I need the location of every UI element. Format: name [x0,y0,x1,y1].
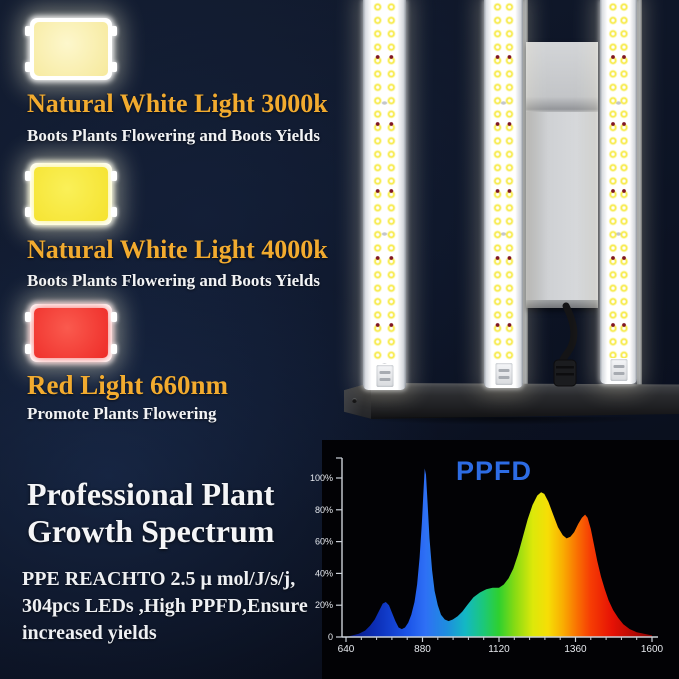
power-cable [553,302,578,387]
svg-text:880: 880 [414,644,431,655]
led-dot-strip [369,0,400,364]
bar-side-profile [523,0,528,385]
svg-text:1120: 1120 [488,644,510,655]
feature-description-4000k: Boots Plants Flowering and Boots Yields [27,271,320,290]
led-chip-emitter [34,22,108,76]
led-chip-red-icon [25,304,117,362]
section-heading: Professional Plant Growth Spectrum [27,476,275,550]
led-chip-emitter [34,167,108,221]
svg-text:1360: 1360 [564,644,587,655]
feature-title-4000k: Natural White Light 4000k [27,235,328,264]
section-body: PPE REACHTO 2.5 μ mol/J/s/j, 304pcs LEDs… [22,566,337,647]
svg-text:80%: 80% [315,505,333,515]
led-driver-box [526,42,598,308]
bar-end-connector [495,363,512,385]
grow-light-product-photo [330,0,679,442]
svg-text:60%: 60% [315,537,333,547]
feature-title-3000k: Natural White Light 3000k [27,89,328,118]
rail-screw [352,398,357,403]
led-bar-3 [600,0,637,384]
body-line-2: 304pcs LEDs ,High PPFD,Ensure [22,595,308,617]
led-bar-2 [484,0,523,388]
led-dot-strip [490,0,517,362]
ppfd-spectrum-chart: 0 20% 40% 60% 80% 100% 640 880 1120 1360 1600 PPFD [310,440,679,679]
bar-end-connector [610,359,627,381]
body-line-1: PPE REACHTO 2.5 μ mol/J/s/j, [22,568,296,590]
led-chip-emitter [34,308,108,358]
bar-end-connector [376,365,393,387]
rail-shadow [330,417,679,433]
spectrum-area-plot: 0 20% 40% 60% 80% 100% 640 880 1120 1360 1600 PPFD [310,456,664,655]
svg-text:1600: 1600 [641,644,664,655]
svg-text:100%: 100% [310,473,333,483]
svg-text:0: 0 [328,632,333,642]
svg-text:640: 640 [338,644,355,655]
body-line-3: increased yields [22,622,157,644]
svg-text:40%: 40% [315,568,333,578]
svg-text:20%: 20% [315,600,333,610]
svg-text:PPFD: PPFD [456,456,532,486]
bar-side-profile [637,0,642,385]
led-bar-1 [363,0,406,390]
led-chip-warm-white-icon [25,18,117,80]
led-chip-yellow-icon [25,163,117,225]
feature-description-660nm: Promote Plants Flowering [27,404,217,423]
feature-description-3000k: Boots Plants Flowering and Boots Yields [27,126,320,145]
led-dot-strip [606,0,631,358]
feature-title-660nm: Red Light 660nm [27,370,229,400]
